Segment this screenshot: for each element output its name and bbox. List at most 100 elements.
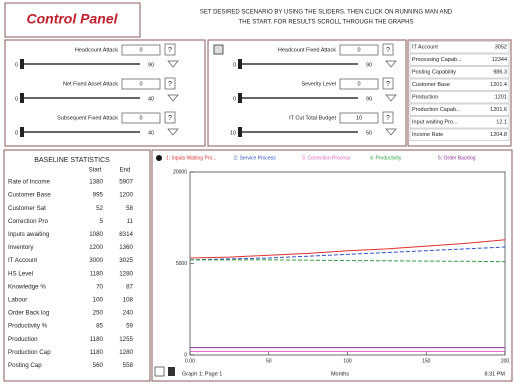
stats-end: 1200 [119, 192, 133, 199]
slider-input[interactable] [339, 112, 379, 124]
slider-label: Severity Level [301, 81, 336, 87]
x-tick-label: 200 [501, 358, 510, 364]
lock-icon[interactable] [168, 367, 175, 376]
help-button[interactable] [164, 111, 176, 124]
reset-icon[interactable] [167, 60, 179, 68]
stats-start: 1380 [89, 179, 103, 186]
slider-min: 0 [15, 96, 18, 102]
slider-input-value: 0 [139, 115, 142, 121]
stats-start: 1180 [90, 270, 104, 277]
indicator-row [409, 78, 510, 91]
switch[interactable] [213, 44, 224, 55]
help-button[interactable] [382, 77, 394, 90]
indicator-value: 1204.8 [490, 132, 507, 138]
slider-max: 90 [148, 62, 154, 68]
slider-max: 90 [366, 96, 372, 102]
indicator-name: Production Capab... [412, 107, 461, 113]
indicator-row [409, 53, 510, 66]
slider-input[interactable] [339, 78, 379, 90]
slider-thumb[interactable] [20, 59, 24, 69]
stats-name: Rate of Income [8, 179, 51, 186]
indicator-value: 1201.4 [490, 82, 507, 88]
legend-entry: 4: Productivity [370, 155, 402, 161]
stats-start: 995 [93, 192, 104, 199]
stats-end: 59 [126, 323, 133, 330]
slider-thumb[interactable] [238, 127, 242, 137]
slider-input[interactable] [339, 44, 379, 56]
reset-icon[interactable] [385, 60, 397, 68]
stats-name: Inputs awaiting [8, 231, 50, 238]
page-button[interactable] [154, 366, 165, 377]
stats-end: 58 [126, 205, 133, 212]
graph-panel [151, 149, 513, 382]
indicator-name: IT Account [412, 44, 438, 50]
slider-min: 0 [233, 62, 236, 68]
stats-start: 70 [96, 283, 103, 290]
stats-start: 52 [96, 205, 103, 212]
slider-max: 40 [148, 130, 154, 136]
slider-thumb[interactable] [20, 127, 24, 137]
help-mark: ? [386, 81, 390, 88]
slider-label: IT Cut Total Budget [289, 115, 336, 121]
help-mark: ? [168, 115, 172, 122]
stats-end: 558 [123, 362, 134, 369]
slider-thumb[interactable] [238, 59, 242, 69]
stats-name: Productivity % [8, 323, 48, 330]
slider-input[interactable] [121, 112, 161, 124]
stats-name: Inventory [8, 244, 34, 251]
legend-entry: 2: Service Process [234, 155, 276, 161]
stats-name: Labour [8, 297, 27, 304]
indicator-row [409, 116, 510, 129]
reset-icon[interactable] [167, 128, 179, 136]
graph-icon[interactable] [156, 155, 162, 161]
slider-thumb[interactable] [238, 93, 242, 103]
legend-entry: 1: Inputs Waiting Pro... [166, 155, 216, 161]
indicator-row [409, 41, 510, 54]
stats-start: 85 [96, 323, 103, 330]
indicator-value: 12.1 [496, 119, 507, 125]
slider-min: 0 [15, 130, 18, 136]
stats-name: Customer Base [8, 192, 51, 199]
stats-end: 11 [127, 218, 134, 225]
x-tick-label: 150 [422, 358, 431, 364]
slider-thumb[interactable] [20, 93, 24, 103]
series-line [190, 259, 506, 263]
indicator-name: Input waiting Pro... [412, 119, 458, 125]
reset-icon[interactable] [167, 94, 179, 102]
slider-input-value: 10 [356, 115, 362, 121]
stats-name: HS Level [8, 270, 33, 277]
slider-min: 0 [233, 96, 236, 102]
help-mark: ? [386, 47, 390, 54]
help-button[interactable] [382, 43, 394, 56]
stats-column: Start [89, 168, 102, 174]
indicator-name: Customer Base [412, 82, 450, 88]
slider-max: 90 [366, 62, 372, 68]
stats-name: IT Account [8, 257, 37, 264]
slider-input[interactable] [121, 78, 161, 90]
help-button[interactable] [164, 77, 176, 90]
stats-end: 240 [123, 310, 134, 317]
help-button[interactable] [164, 43, 176, 56]
title-box [4, 2, 141, 38]
reset-icon[interactable] [385, 128, 397, 136]
reset-icon[interactable] [385, 94, 397, 102]
stats-name: Production Cap [8, 349, 51, 356]
slider-input-value: 0 [139, 47, 142, 53]
stats-end: 5907 [119, 179, 133, 186]
stats-column: End [120, 168, 131, 174]
slider-min: 0 [15, 62, 18, 68]
stats-end: 1280 [119, 349, 133, 356]
slider-input[interactable] [121, 44, 161, 56]
stats-start: 560 [93, 362, 104, 369]
stats-name: Knowledge % [8, 283, 46, 290]
help-button[interactable] [382, 111, 394, 124]
legend-entry: 5: Order Backlog [438, 155, 476, 161]
legend-entry: 3: Correction Process [302, 155, 351, 161]
footer-time: 8:31 PM [485, 371, 506, 377]
slider-panel-middle [207, 39, 407, 147]
help-mark: ? [168, 81, 172, 88]
stats-end: 87 [126, 283, 133, 290]
indicator-value: 986.3 [493, 69, 507, 75]
slider-input-value: 0 [357, 81, 360, 87]
